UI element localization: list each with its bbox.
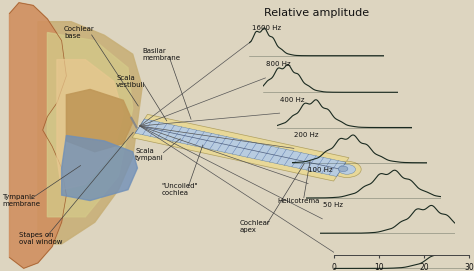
Polygon shape — [47, 33, 133, 217]
Text: 200 Hz: 200 Hz — [294, 132, 319, 138]
Polygon shape — [9, 3, 66, 268]
Text: 50 Hz: 50 Hz — [323, 202, 343, 208]
Text: Scala
tympani: Scala tympani — [135, 148, 164, 161]
Text: Scala
vestibuli: Scala vestibuli — [116, 75, 146, 88]
Text: "Uncoiled"
cochlea: "Uncoiled" cochlea — [161, 183, 198, 196]
Text: Helicotrema: Helicotrema — [277, 198, 319, 204]
Polygon shape — [66, 89, 133, 152]
Polygon shape — [38, 22, 142, 244]
Polygon shape — [132, 114, 349, 181]
Text: 800 Hz: 800 Hz — [266, 62, 291, 67]
Text: Cochlear
base: Cochlear base — [64, 26, 95, 39]
Polygon shape — [62, 136, 137, 201]
Text: 100 Hz: 100 Hz — [309, 167, 333, 173]
Circle shape — [338, 164, 356, 174]
Text: Relative amplitude: Relative amplitude — [264, 8, 369, 18]
Text: Stapes on
oval window: Stapes on oval window — [19, 232, 63, 245]
Polygon shape — [135, 119, 346, 176]
Circle shape — [338, 166, 348, 172]
Circle shape — [333, 161, 361, 178]
Polygon shape — [57, 60, 123, 190]
Text: 1600 Hz: 1600 Hz — [252, 25, 281, 31]
Text: Cochlear
apex: Cochlear apex — [239, 220, 270, 233]
Text: Tympanic
membrane: Tympanic membrane — [2, 194, 40, 207]
Text: Basilar
membrane: Basilar membrane — [142, 48, 180, 61]
Text: 25 Hz: 25 Hz — [337, 238, 357, 244]
Text: 400 Hz: 400 Hz — [280, 97, 304, 103]
